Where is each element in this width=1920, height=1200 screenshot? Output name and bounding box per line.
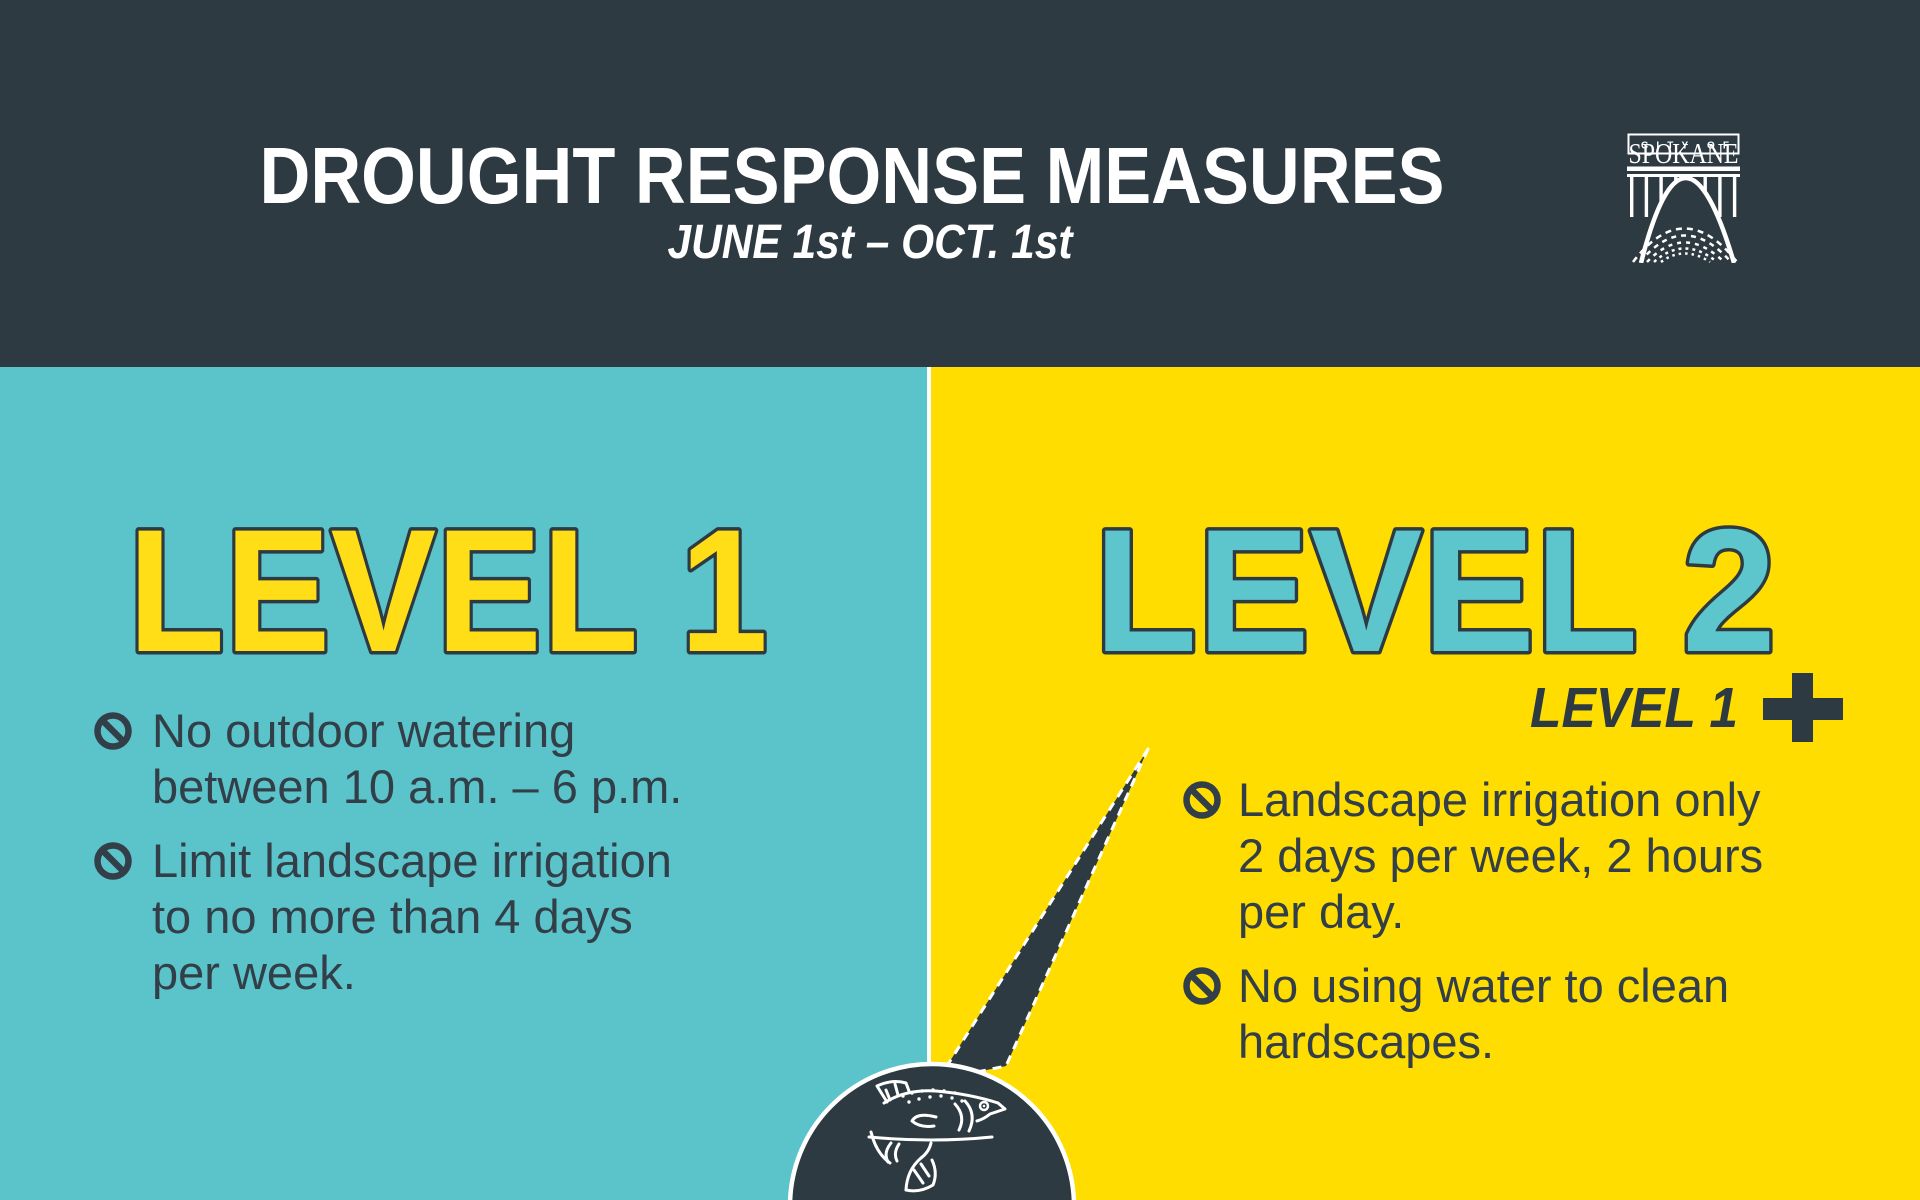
- header-band: DROUGHT RESPONSE MEASURES JUNE 1st – OCT…: [0, 0, 1920, 367]
- list-item-text: No outdoor watering between 10 a.m. – 6 …: [152, 704, 683, 813]
- list-item: Limit landscape irrigation to no more th…: [93, 833, 893, 1001]
- no-symbol-icon: [94, 712, 132, 750]
- level-2-heading: LEVEL 2: [1094, 494, 1776, 685]
- no-symbol-icon: [1183, 781, 1221, 819]
- level-1-list: No outdoor watering between 10 a.m. – 6 …: [93, 703, 893, 1001]
- level-1-panel: [0, 367, 927, 1200]
- logo-spokane-text: SPOKANE: [1629, 139, 1739, 170]
- page-subtitle: JUNE 1st – OCT. 1st: [668, 216, 1075, 269]
- list-item-text: Landscape irrigation only 2 days per wee…: [1238, 773, 1764, 938]
- level-2-subheading-svg: LEVEL 1: [1530, 673, 1843, 742]
- level-1-heading: LEVEL 1: [128, 494, 768, 685]
- panel-divider: [927, 367, 931, 1200]
- spokane-bridge-logo: CITY OF SPOKANE: [1627, 133, 1740, 263]
- level-1-heading-svg: LEVEL 1: [125, 491, 772, 686]
- level-2-heading-svg: LEVEL 2: [1091, 491, 1780, 686]
- page-title: DROUGHT RESPONSE MEASURES: [260, 131, 1445, 220]
- logo-cityof-box: [1627, 133, 1740, 155]
- list-item-text: No using water to clean hardscapes.: [1238, 959, 1730, 1068]
- plus-icon: [1763, 673, 1843, 742]
- list-item: No using water to clean hardscapes.: [1182, 958, 1902, 1070]
- list-item: Landscape irrigation only 2 days per wee…: [1182, 772, 1902, 940]
- no-symbol-icon: [1183, 967, 1221, 1005]
- level-2-list: Landscape irrigation only 2 days per wee…: [1182, 772, 1902, 1070]
- logo-bridge-icon: [1627, 174, 1740, 263]
- list-item: No outdoor watering between 10 a.m. – 6 …: [93, 703, 893, 815]
- header-text: DROUGHT RESPONSE MEASURES JUNE 1st – OCT…: [260, 131, 1445, 269]
- logo-cityof-text: CITY OF: [1641, 141, 1733, 152]
- level-2-subheading: LEVEL 1: [1530, 676, 1738, 740]
- no-symbol-icon: [94, 842, 132, 880]
- list-item-text: Limit landscape irrigation to no more th…: [152, 834, 672, 999]
- logo-bar: [1627, 166, 1740, 171]
